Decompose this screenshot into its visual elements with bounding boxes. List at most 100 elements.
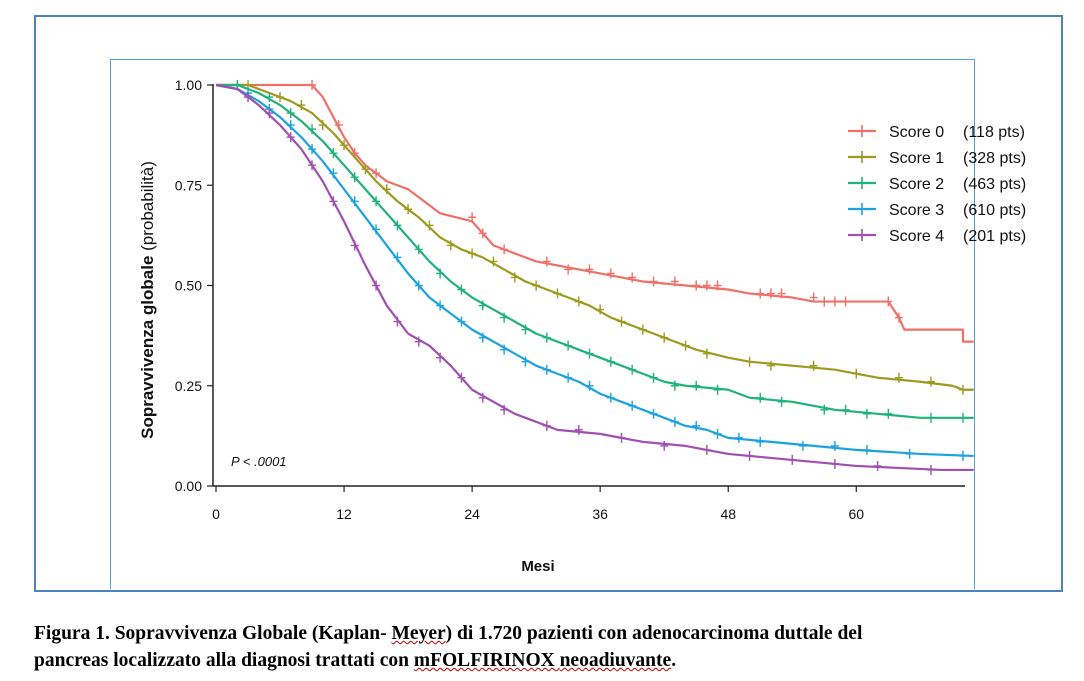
censor-mark [585, 380, 594, 391]
censor-mark [372, 224, 381, 235]
censor-mark [926, 376, 935, 387]
legend-count: (328 pts) [963, 150, 1026, 167]
censor-mark [382, 184, 391, 195]
censor-mark [692, 280, 701, 291]
censor-mark [468, 248, 477, 259]
censor-mark [809, 360, 818, 371]
legend-label: Score 3 [889, 202, 944, 219]
series-lines [215, 80, 974, 475]
legend-label: Score 0 [889, 124, 944, 141]
censor-mark [500, 312, 509, 323]
caption-text: ) di 1.720 pazienti con adenocarcinoma d… [445, 623, 863, 644]
censor-mark [457, 372, 466, 383]
censor-mark [574, 424, 583, 435]
censor-mark [361, 164, 370, 175]
censor-mark [414, 280, 423, 291]
censor-mark [436, 352, 445, 363]
censor-mark [809, 292, 818, 303]
survival-curve [216, 83, 974, 343]
censor-mark [670, 276, 679, 287]
caption-spellcheck-word: neoadiuvante [559, 650, 672, 671]
censor-mark [393, 252, 402, 263]
censor-mark [756, 392, 765, 403]
censor-mark [372, 168, 381, 179]
censor-mark [468, 212, 477, 223]
censor-mark [959, 412, 967, 423]
censor-mark [617, 432, 626, 443]
censor-mark [745, 450, 754, 461]
censor-mark [660, 440, 669, 451]
censor-mark [542, 420, 551, 431]
survival-curve [215, 83, 974, 472]
censor-mark [457, 284, 466, 295]
censor-mark [926, 464, 935, 475]
censor-mark [542, 332, 551, 343]
censor-mark [766, 360, 775, 371]
censor-mark [510, 272, 519, 283]
censor-mark [244, 92, 253, 103]
caption-text: pancreas localizzato alla diagnosi tratt… [34, 650, 414, 671]
censor-mark [788, 454, 797, 465]
legend-item: Score 1 (328 pts) [848, 150, 1026, 167]
caption-text: . [671, 650, 677, 671]
censor-mark [308, 144, 317, 155]
censor-mark [713, 428, 722, 439]
censor-mark [265, 92, 274, 103]
censor-mark [606, 392, 615, 403]
censor-mark [734, 432, 743, 443]
y-tick-label: 0.25 [175, 378, 202, 394]
legend-count: (610 pts) [963, 202, 1026, 219]
censor-mark [702, 444, 711, 455]
censor-mark [297, 100, 306, 111]
series-2 [216, 80, 974, 423]
caption-line-1: Figura 1. Sopravvivenza Globale (Kaplan-… [34, 620, 1034, 647]
censor-mark [702, 280, 711, 291]
censor-mark [702, 348, 711, 359]
censor-mark [692, 420, 701, 431]
censor-mark [670, 416, 679, 427]
censor-mark [414, 336, 423, 347]
censor-mark [830, 458, 839, 469]
censor-mark [926, 412, 935, 423]
censor-mark [489, 256, 498, 267]
censor-mark [286, 120, 295, 131]
censor-mark [308, 160, 317, 171]
censor-mark [308, 124, 317, 135]
series-4 [215, 83, 974, 475]
censor-mark [777, 288, 786, 299]
censor-mark [532, 280, 541, 291]
censor-mark [606, 356, 615, 367]
caption-spellcheck-word: Meyer [391, 623, 446, 644]
censor-mark [318, 120, 327, 131]
survival-curve [215, 83, 974, 458]
censor-mark [436, 300, 445, 311]
censor-mark [542, 364, 551, 375]
censor-mark [649, 372, 658, 383]
km-chart: 0.00 0.25 0.50 0.75 1.00 0 12 24 36 48 60 Score 0… [138, 77, 1026, 575]
censor-mark [756, 288, 765, 299]
censor-mark [713, 384, 722, 395]
caption-line-2: pancreas localizzato alla diagnosi tratt… [34, 647, 1034, 674]
censor-mark [617, 316, 626, 327]
y-ticks: 0.00 0.25 0.50 0.75 1.00 [175, 77, 213, 494]
censor-mark [692, 380, 701, 391]
censor-mark [478, 392, 487, 403]
censor-mark [884, 296, 893, 307]
censor-mark [478, 228, 487, 239]
censor-mark [500, 244, 509, 255]
censor-mark [862, 408, 871, 419]
y-axis-label: Sopravvivenza globale (probabilità) [138, 161, 157, 439]
caption-spellcheck-word: mFOLFIRINOX [413, 650, 555, 671]
censor-mark [414, 244, 423, 255]
censor-mark [350, 172, 359, 183]
censor-mark [841, 404, 850, 415]
censor-mark [457, 316, 466, 327]
censor-mark [820, 296, 829, 307]
x-tick-label: 36 [592, 506, 608, 522]
legend-item: Score 4 (201 pts) [848, 228, 1026, 245]
censor-mark [542, 256, 551, 267]
caption-text: Figura 1. Sopravvivenza Globale (Kaplan- [34, 623, 392, 644]
censor-mark [905, 448, 914, 459]
censor-mark [340, 140, 349, 151]
censor-mark [830, 440, 839, 451]
